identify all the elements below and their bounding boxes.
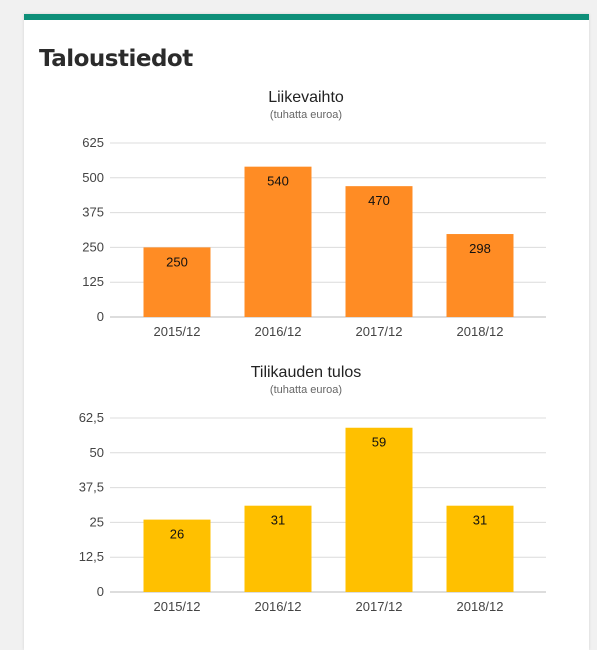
bar bbox=[244, 505, 312, 592]
data-label: 26 bbox=[170, 527, 184, 542]
y-tick-label: 25 bbox=[90, 514, 104, 529]
y-tick-label: 500 bbox=[82, 170, 104, 185]
y-tick-label: 625 bbox=[82, 135, 104, 150]
x-tick-label: 2018/12 bbox=[457, 324, 504, 339]
bar bbox=[446, 234, 514, 317]
x-tick-label: 2016/12 bbox=[255, 324, 302, 339]
chart-subtitle: (tuhatta euroa) bbox=[270, 384, 342, 396]
bar bbox=[143, 519, 211, 592]
y-tick-label: 37,5 bbox=[79, 480, 104, 495]
x-tick-label: 2018/12 bbox=[457, 599, 504, 614]
data-label: 298 bbox=[469, 241, 491, 256]
data-label: 31 bbox=[473, 513, 487, 528]
y-tick-label: 50 bbox=[90, 445, 104, 460]
x-tick-label: 2015/12 bbox=[154, 324, 201, 339]
bar bbox=[446, 505, 514, 592]
y-tick-label: 62,5 bbox=[79, 410, 104, 425]
chart-subtitle: (tuhatta euroa) bbox=[270, 109, 342, 121]
data-label: 540 bbox=[267, 174, 289, 189]
y-tick-label: 375 bbox=[82, 205, 104, 220]
y-tick-label: 250 bbox=[82, 239, 104, 254]
x-tick-label: 2017/12 bbox=[356, 324, 403, 339]
y-tick-label: 0 bbox=[97, 584, 104, 599]
chart-title: Liikevaihto bbox=[268, 89, 344, 106]
x-tick-label: 2015/12 bbox=[154, 599, 201, 614]
y-tick-label: 125 bbox=[82, 274, 104, 289]
bar bbox=[345, 186, 413, 317]
financial-info-card: Taloustiedot Liikevaihto (tuhatta euroa)… bbox=[24, 14, 589, 650]
revenue-chart: Liikevaihto (tuhatta euroa) 0 125 250 375 50… bbox=[82, 89, 546, 339]
data-label: 59 bbox=[372, 435, 386, 450]
data-label: 31 bbox=[271, 513, 285, 528]
data-label: 470 bbox=[368, 193, 390, 208]
y-tick-label: 12,5 bbox=[79, 549, 104, 564]
chart-title: Tilikauden tulos bbox=[251, 364, 362, 381]
profit-chart: Tilikauden tulos (tuhatta euroa) 0 12,5 25… bbox=[79, 364, 546, 614]
x-tick-label: 2017/12 bbox=[356, 599, 403, 614]
bar bbox=[244, 166, 312, 317]
data-label: 250 bbox=[166, 254, 188, 269]
card-title: Taloustiedot bbox=[39, 46, 193, 72]
bar bbox=[143, 247, 211, 317]
y-tick-label: 0 bbox=[97, 309, 104, 324]
x-tick-label: 2016/12 bbox=[255, 599, 302, 614]
bar bbox=[345, 427, 413, 592]
